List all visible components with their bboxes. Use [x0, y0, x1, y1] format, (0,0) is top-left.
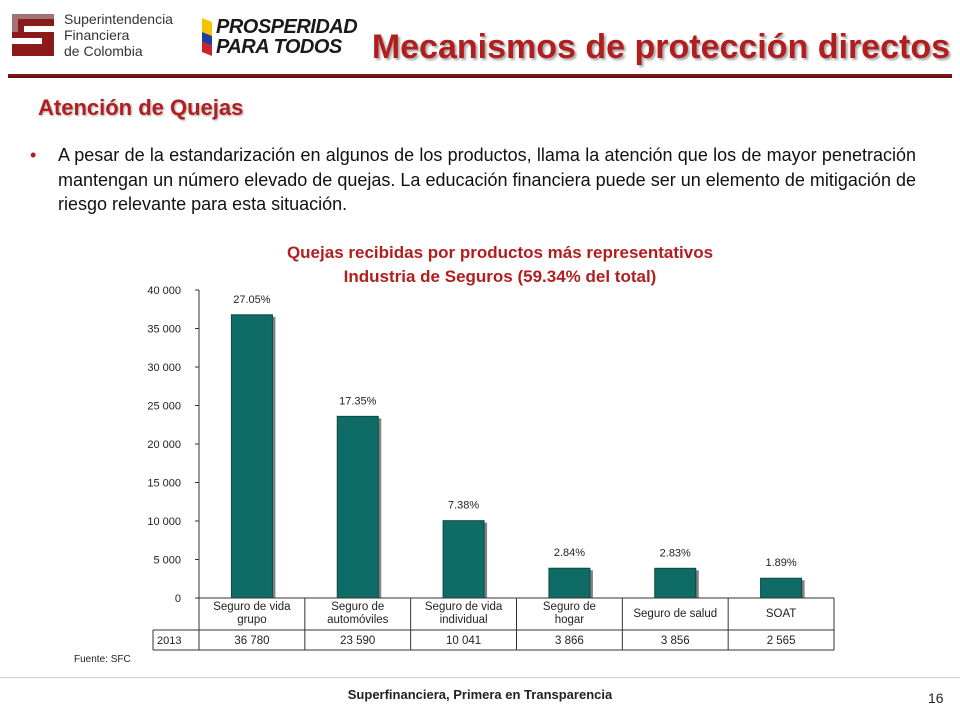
category-label: SOAT: [766, 608, 796, 620]
series-label: 2013: [157, 635, 181, 647]
category-label: individual: [440, 614, 488, 626]
bar: [760, 577, 803, 599]
section-subtitle: Atención de Quejas: [38, 95, 244, 120]
category-label: hogar: [555, 614, 585, 626]
y-tick-label: 30 000: [147, 362, 181, 374]
category-label: Seguro de vida: [213, 601, 291, 613]
y-tick-label: 20 000: [147, 439, 181, 451]
y-tick-label: 25 000: [147, 401, 181, 413]
table-value: 23 590: [340, 635, 375, 647]
campaign-logo-line: PARA TODOS: [216, 36, 342, 58]
bar: [654, 567, 697, 599]
y-tick-label: 10 000: [147, 516, 181, 528]
prosperidad-logo: PROSPERIDAD PARA TODOS: [200, 14, 358, 60]
bullet-text: A pesar de la estandarización en algunos…: [58, 145, 916, 214]
campaign-logo-line: PROSPERIDAD: [216, 16, 358, 38]
colombia-flag-icon: [202, 18, 212, 56]
category-label: Seguro de vida: [425, 601, 503, 613]
sfc-logo-line: de Colombia: [64, 43, 143, 59]
data-label: 1.89%: [765, 557, 796, 569]
data-label: 17.35%: [339, 395, 377, 407]
category-label: grupo: [237, 614, 266, 626]
bar: [230, 314, 273, 599]
chart-title-line: Quejas recibidas por productos más repre…: [286, 243, 714, 262]
category-label: Seguro de: [331, 601, 384, 613]
source-note: Fuente: SFC: [74, 654, 131, 665]
category-label: automóviles: [327, 614, 389, 626]
y-tick-label: 0: [175, 593, 181, 605]
y-tick-label: 5 000: [153, 555, 181, 567]
data-label: 7.38%: [448, 500, 479, 512]
page-title: Mecanismos de protección directos: [371, 28, 950, 66]
bar: [442, 520, 485, 599]
bar: [336, 415, 379, 599]
chart-title: Quejas recibidas por productos más repre…: [180, 241, 820, 289]
bullet-icon: •: [30, 145, 37, 165]
table-value: 3 866: [555, 635, 584, 647]
category-label: Seguro de salud: [633, 608, 717, 620]
data-label: 2.84%: [554, 547, 585, 559]
category-label: Seguro de: [543, 601, 596, 613]
table-value: 2 565: [767, 635, 796, 647]
sfc-logo-line: Financiera: [64, 27, 130, 43]
data-label: 2.83%: [660, 547, 691, 559]
data-label: 27.05%: [233, 294, 271, 306]
y-tick-label: 35 000: [147, 324, 181, 336]
table-value: 36 780: [234, 635, 269, 647]
table-value: 10 041: [446, 635, 481, 647]
page-number: 16: [928, 690, 944, 706]
bar: [548, 567, 591, 599]
title-divider: [8, 74, 952, 78]
footer-divider: [0, 677, 960, 678]
footer-tagline: Superfinanciera, Primera en Transparenci…: [347, 687, 613, 702]
table-value: 3 856: [661, 635, 690, 647]
y-tick-label: 15 000: [147, 478, 181, 490]
sfc-s-icon: [8, 10, 60, 60]
chart-title-line: Industria de Seguros (59.34% del total): [343, 267, 657, 286]
y-tick-label: 40 000: [147, 285, 181, 297]
sfc-logo-line: Superintendencia: [64, 11, 173, 27]
sfc-logo: Superintendencia Financiera de Colombia: [8, 8, 188, 66]
